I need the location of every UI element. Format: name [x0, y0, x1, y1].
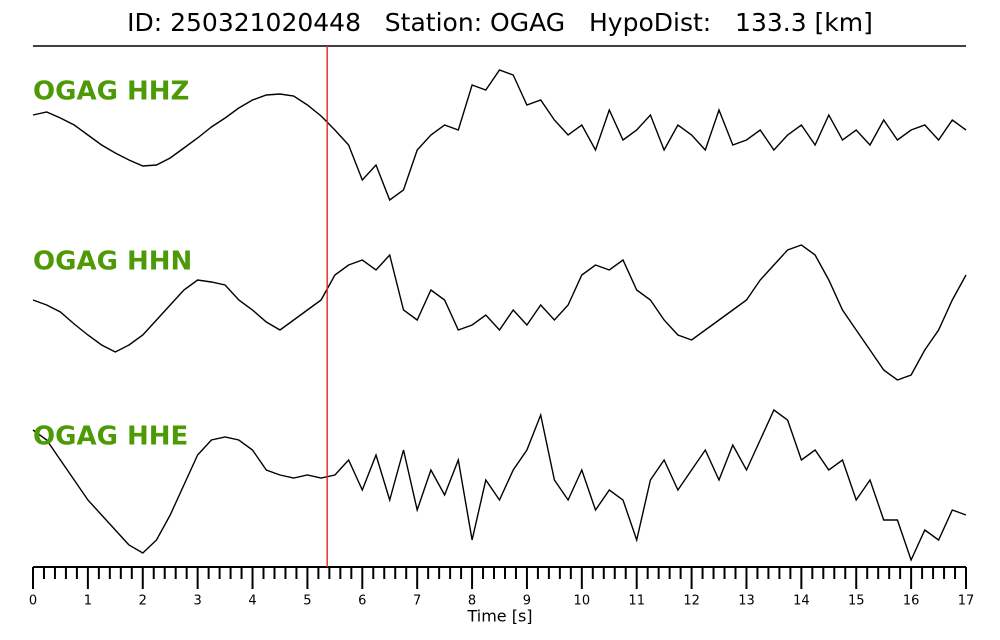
x-tick-label: 14 [793, 594, 810, 609]
x-axis-label: Time [s] [466, 607, 532, 626]
x-tick-label: 16 [903, 594, 920, 609]
x-tick-label: 0 [29, 594, 37, 609]
x-tick-label: 7 [413, 594, 421, 609]
trace-label: OGAG HHZ [33, 77, 189, 107]
x-tick-label: 11 [628, 594, 645, 609]
x-tick-label: 9 [523, 594, 531, 609]
x-tick-label: 1 [84, 594, 92, 609]
chart-title: ID: 250321020448 Station: OGAG HypoDist:… [127, 8, 873, 37]
x-tick-label: 17 [958, 594, 975, 609]
trace-label: OGAG HHE [33, 422, 188, 452]
x-tick-label: 2 [139, 594, 147, 609]
x-tick-label: 8 [468, 594, 476, 609]
x-tick-label: 10 [574, 594, 591, 609]
x-tick-label: 5 [303, 594, 311, 609]
waveform [32, 244, 967, 381]
waveform [32, 69, 967, 202]
trace-label: OGAG HHN [33, 247, 192, 277]
x-tick-label: 6 [358, 594, 366, 609]
x-tick-label: 15 [848, 594, 865, 609]
x-tick-label: 4 [248, 594, 256, 609]
x-tick-label: 12 [683, 594, 700, 609]
x-tick-label: 3 [194, 594, 202, 609]
x-tick-label: 13 [738, 594, 755, 609]
waveform [32, 408, 967, 562]
